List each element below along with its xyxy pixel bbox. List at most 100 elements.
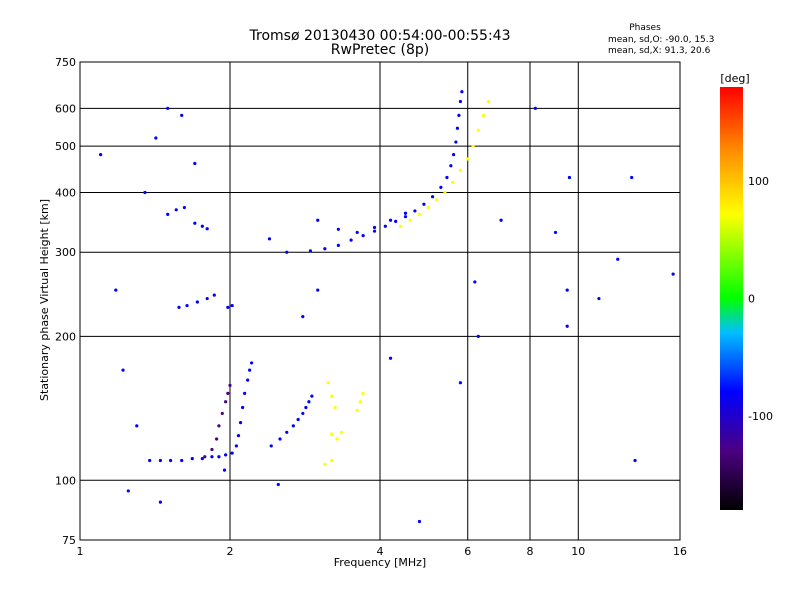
data-point [226,391,230,395]
data-point [182,205,186,210]
data-point [417,212,422,216]
data-point [148,458,152,463]
data-point [451,180,455,184]
data-point [330,394,334,398]
data-point [476,128,480,132]
data-point [276,482,280,487]
data-point [330,432,334,436]
data-point [435,198,439,202]
data-point [228,383,232,387]
data-point [567,175,572,180]
data-point [458,168,463,172]
data-point [349,238,353,242]
data-point [633,458,637,463]
data-point [278,437,282,441]
data-point [217,455,221,459]
x-axis-ticks: 1 2 4 6 8 10 16 [77,545,688,558]
data-point [238,421,243,425]
data-point [200,457,204,461]
y-tick-label: 100 [55,474,76,487]
data-point [203,455,207,459]
data-point [486,99,490,104]
data-point [408,218,412,222]
data-point [193,221,197,225]
data-point [190,457,194,461]
data-point [417,519,422,524]
data-point [215,437,219,441]
data-point [358,400,362,404]
data-point [250,361,254,365]
data-point [230,451,234,455]
x-tick-label: 4 [377,545,384,558]
data-point [166,212,170,216]
data-point [230,303,234,308]
data-point [205,296,209,301]
data-point [355,408,359,413]
data-point [336,243,340,248]
colorbar-tick-label: 100 [748,175,769,188]
x-tick-label: 1 [77,545,84,558]
data-points [99,90,675,524]
data-point [217,424,221,428]
y-tick-label: 400 [55,186,76,199]
gridlines [80,62,680,540]
data-point [466,157,470,161]
data-point [236,434,241,438]
data-point [301,411,305,416]
data-point [455,126,460,130]
data-point [285,430,289,434]
chart-title-line2: RwPretec (8p) [331,42,429,58]
data-point [471,144,475,148]
x-tick-label: 8 [527,545,534,558]
data-point [143,190,147,195]
data-point [166,106,170,110]
data-point [212,293,216,297]
data-point [220,411,224,416]
chart-title-line1: Tromsø 20130430 00:54:00-00:55:43 [249,28,511,44]
data-point [481,113,485,117]
data-point [210,447,214,452]
data-point [333,405,337,410]
data-point [388,218,393,222]
y-tick-label: 200 [55,330,76,343]
data-point [226,305,230,309]
data-point [323,247,327,251]
data-point [388,356,393,360]
y-tick-label: 750 [55,56,76,69]
data-point [458,99,463,104]
data-point [307,400,311,404]
data-point [296,417,300,422]
data-point [597,296,601,301]
data-point [383,224,387,228]
data-point [200,224,204,228]
y-tick-label: 300 [55,246,76,259]
data-point [310,394,314,398]
data-point [234,444,238,448]
stats-x: mean, sd,X: 91.3, 20.6 [608,46,711,56]
data-point [533,106,537,110]
data-point [114,288,118,292]
data-point [553,230,558,235]
data-point [355,230,359,235]
data-point [476,334,480,338]
colorbar-label: [deg] [720,72,749,85]
data-point [185,303,189,308]
data-point [340,430,344,434]
data-point [210,455,214,459]
data-point [399,224,403,228]
stats-o: mean, sd,O: -90.0, 15.3 [608,35,714,45]
colorbar [720,87,743,510]
data-point [413,209,417,213]
data-point [616,257,620,261]
data-point [177,305,181,309]
x-tick-label: 6 [464,545,471,558]
data-point [154,136,158,140]
data-point [449,164,453,168]
y-tick-label: 600 [55,102,76,115]
data-point [193,161,197,166]
data-point [243,391,247,395]
data-point [135,424,139,428]
data-point [458,381,463,385]
data-point [126,489,130,493]
